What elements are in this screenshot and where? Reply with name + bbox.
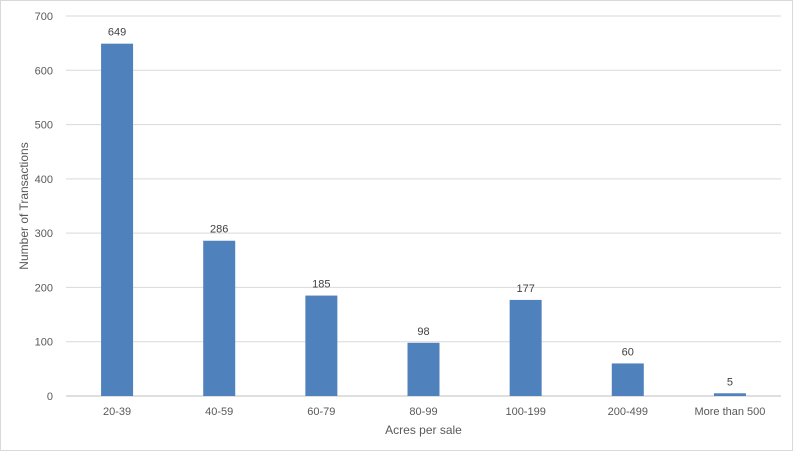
bars — [101, 43, 746, 396]
y-tick-label: 500 — [35, 120, 53, 132]
y-tick-label: 300 — [35, 228, 53, 240]
data-labels: 649 286 185 98 177 60 5 — [108, 27, 733, 389]
y-tick-label: 600 — [35, 65, 53, 77]
y-axis-title: Number of Transactions — [17, 142, 31, 269]
y-tick-label: 0 — [47, 391, 53, 403]
data-label: 177 — [516, 283, 534, 295]
x-axis-title: Acres per sale — [385, 423, 462, 437]
y-tick-label: 400 — [35, 174, 53, 186]
data-label: 286 — [210, 224, 228, 236]
x-tick-label: 100-199 — [505, 406, 545, 418]
bar — [203, 240, 236, 396]
bar — [713, 393, 746, 396]
y-tick-label: 100 — [35, 337, 53, 349]
data-label: 185 — [312, 279, 330, 291]
x-tick-label: 60-79 — [307, 406, 335, 418]
data-label: 649 — [108, 27, 126, 39]
y-tick-label: 700 — [35, 11, 53, 23]
gridlines — [66, 15, 781, 397]
data-label: 5 — [727, 376, 733, 388]
x-tick-label: 200-499 — [608, 406, 648, 418]
data-label: 98 — [417, 326, 429, 338]
bar — [611, 363, 644, 396]
bar — [305, 295, 338, 396]
y-tick-label: 200 — [35, 282, 53, 294]
x-tick-label: 20-39 — [103, 406, 131, 418]
bar — [509, 299, 542, 396]
x-tick-label: 40-59 — [205, 406, 233, 418]
x-axis-ticks: 20-39 40-59 60-79 80-99 100-199 200-499 More t… — [103, 406, 765, 418]
bar — [101, 43, 134, 396]
x-tick-label: More than 500 — [694, 406, 765, 418]
data-label: 60 — [622, 346, 634, 358]
x-tick-label: 80-99 — [409, 406, 437, 418]
y-axis-ticks: 0 100 200 300 400 500 600 700 — [35, 11, 53, 403]
bar — [407, 342, 440, 396]
